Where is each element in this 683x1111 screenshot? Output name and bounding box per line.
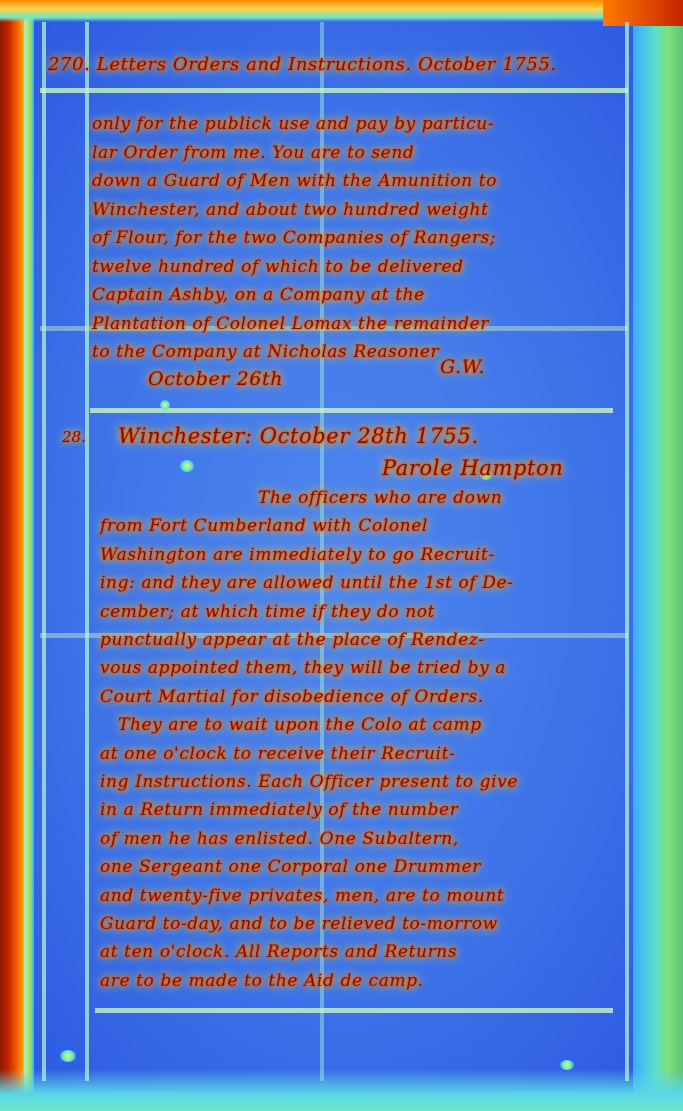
handwritten-line: lar Order from me. You are to send: [92, 142, 415, 163]
margin-rule-left: [42, 22, 46, 1081]
handwritten-line: Guard to-day, and to be relieved to-morr…: [100, 914, 498, 934]
fold-line-vertical: [320, 22, 324, 1081]
page-right-edge: [633, 0, 683, 1111]
handwritten-line: ing: and they are allowed until the 1st …: [100, 573, 514, 594]
handwritten-line: at ten o'clock. All Reports and Returns: [100, 942, 458, 963]
stain-speck: [560, 1060, 574, 1070]
handwritten-line: of Flour, for the two Companies of Range…: [92, 228, 497, 248]
page-bottom-edge: [0, 1069, 683, 1111]
fold-line-horizontal-lower: [40, 633, 628, 638]
page-top-edge: [0, 0, 683, 22]
entry-title: Winchester: October 28th 1755.: [118, 424, 479, 448]
handwritten-line: down a Guard of Men with the Amunition t…: [92, 171, 498, 191]
handwritten-line: to the Company at Nicholas Reasoner: [92, 342, 440, 362]
handwritten-line: They are to wait upon the Colo at camp: [118, 715, 482, 736]
stain-speck: [480, 470, 492, 480]
fold-line-horizontal-upper: [40, 326, 628, 331]
page-binding-edge: [0, 0, 34, 1111]
handwritten-line: cember; at which time if they do not: [100, 601, 436, 622]
header-rule: [40, 88, 628, 93]
signature-date: October 26th: [148, 368, 284, 390]
page-header: 270. Letters Orders and Instructions. Oc…: [48, 54, 557, 75]
handwritten-line: vous appointed them, they will be tried …: [100, 658, 507, 679]
signature-initials: G.W.: [440, 356, 486, 378]
stain-speck: [180, 460, 194, 472]
entry-addressee: Parole Hampton: [382, 456, 564, 480]
handwritten-line: Court Martial for disobedience of Orders…: [100, 686, 484, 707]
handwritten-line: from Fort Cumberland with Colonel: [100, 516, 428, 537]
entry-number: 28.: [62, 428, 86, 446]
handwritten-line: in a Return immediately of the number: [100, 800, 459, 821]
stain-speck: [160, 400, 170, 410]
footer-rule: [95, 1008, 613, 1013]
handwritten-line: The officers who are down: [258, 488, 503, 508]
handwritten-line: Winchester, and about two hundred weight: [92, 199, 489, 220]
margin-rule-right: [625, 22, 629, 1081]
handwritten-line: of men he has enlisted. One Subaltern,: [100, 828, 459, 849]
handwritten-line: and twenty-five privates, men, are to mo…: [100, 885, 505, 906]
handwritten-line: only for the publick use and pay by part…: [92, 114, 495, 134]
binding-rule: [24, 0, 28, 1111]
page-corner-mark: [603, 0, 683, 26]
section-divider-rule: [90, 408, 613, 413]
handwritten-line: at one o'clock to receive their Recruit-: [100, 743, 456, 764]
handwritten-line: one Sergeant one Corporal one Drummer: [100, 857, 481, 878]
handwritten-line: are to be made to the Aid de camp.: [100, 970, 424, 991]
margin-rule-inner: [85, 22, 89, 1081]
handwritten-line: Washington are immediately to go Recruit…: [100, 544, 495, 565]
handwritten-line: Plantation of Colonel Lomax the remainde…: [92, 313, 489, 334]
handwritten-line: Captain Ashby, on a Company at the: [92, 285, 425, 305]
stain-speck: [60, 1050, 76, 1062]
handwritten-line: ing Instructions. Each Officer present t…: [100, 772, 519, 792]
handwritten-line: punctually appear at the place of Rendez…: [100, 630, 485, 650]
handwritten-line: twelve hundred of which to be delivered: [92, 256, 464, 277]
